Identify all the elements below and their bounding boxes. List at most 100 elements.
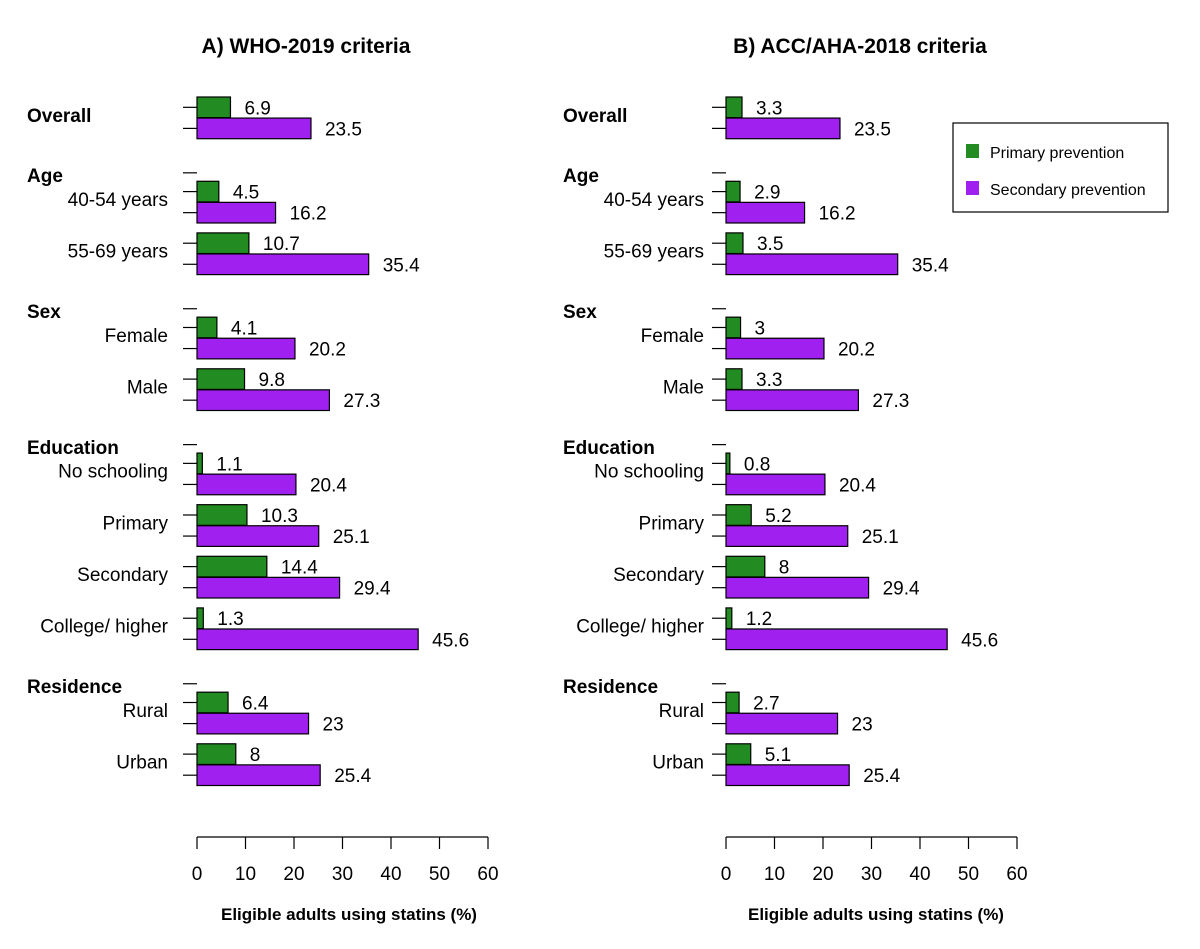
- panel-0-primary-value: 9.8: [259, 370, 285, 391]
- panel-0-x-tick-label: 50: [429, 864, 450, 885]
- panel-1-secondary-value: 20.4: [839, 475, 876, 496]
- panel-0-primary-bar: [196, 691, 229, 714]
- panel-0-primary-bar: [196, 180, 220, 203]
- panel-0-secondary-value: 20.2: [309, 340, 346, 361]
- panel-1-secondary-bar: [725, 201, 806, 224]
- panel-1-x-tick-label: 40: [909, 864, 930, 885]
- panel-0-row-label: 55-69 years: [68, 242, 168, 263]
- panel-0-secondary-value: 35.4: [383, 255, 420, 276]
- panel-1-x-tick-label: 50: [958, 864, 979, 885]
- panel-0-group-label: Age: [27, 166, 63, 187]
- panel-0-row-label: Rural: [123, 701, 168, 722]
- panel-0-secondary-bar: [196, 253, 370, 276]
- panel-0-row-label: Urban: [116, 752, 168, 773]
- panel-1-row-label: Secondary: [613, 565, 704, 586]
- panel-1-x-axis-label: Eligible adults using statins (%): [748, 905, 1004, 924]
- panel-1-secondary-value: 27.3: [872, 391, 909, 412]
- panel-0-group-label: Residence: [27, 677, 122, 698]
- panel-0-primary-value: 8: [250, 745, 261, 766]
- panel-1-primary-value: 0.8: [744, 454, 770, 475]
- panel-0-secondary-value: 45.6: [432, 630, 469, 651]
- panel-1-row-label: 55-69 years: [604, 242, 704, 263]
- panel-1-secondary-bar: [725, 389, 860, 412]
- panel-1-primary-value: 3: [755, 318, 766, 339]
- panel-0-secondary-value: 25.1: [333, 527, 370, 548]
- panel-0-primary-value: 4.1: [231, 318, 257, 339]
- panel-1-secondary-bar: [725, 712, 839, 735]
- panel-1-x-tick-label: 0: [721, 864, 732, 885]
- panel-1-row-label: No schooling: [594, 462, 704, 483]
- panel-0-row-label: 40-54 years: [68, 190, 168, 211]
- panel-1-secondary-bar: [725, 473, 826, 496]
- panel-0-group-label: Education: [27, 438, 119, 459]
- panel-0-secondary-bar: [196, 473, 297, 496]
- panel-0-primary-value: 10.3: [261, 506, 298, 527]
- panel-1-primary-value: 5.2: [765, 506, 791, 527]
- panel-0-group-label: Sex: [27, 302, 61, 323]
- panel-1-primary-bar: [725, 452, 731, 475]
- panel-0-secondary-bar: [196, 525, 320, 547]
- panel-0-primary-bar: [196, 607, 204, 630]
- panel-1-group-label: Overall: [563, 106, 627, 127]
- panel-0-secondary-bar: [196, 201, 277, 224]
- panel-1-secondary-value: 25.4: [863, 766, 900, 787]
- legend-primary-swatch: [966, 144, 979, 158]
- panel-0-secondary-bar: [196, 389, 331, 412]
- panel-1-x-tick-label: 20: [812, 864, 833, 885]
- panel-1-primary-bar: [725, 368, 743, 391]
- panel-1-row-label: Male: [663, 377, 704, 398]
- panel-0-row-label: College/ higher: [40, 617, 168, 638]
- panel-0-x-tick-label: 30: [332, 864, 353, 885]
- panel-1-secondary-value: 16.2: [819, 204, 856, 225]
- panel-1-secondary-value: 20.2: [838, 340, 875, 361]
- panel-0-primary-bar: [196, 504, 248, 526]
- panel-0-x-axis-label: Eligible adults using statins (%): [221, 905, 477, 924]
- panel-0-secondary-value: 23: [323, 715, 344, 736]
- panel-0-title: A) WHO-2019 criteria: [202, 35, 411, 58]
- panel-1-primary-bar: [725, 316, 742, 339]
- panel-1-secondary-value: 45.6: [961, 630, 998, 651]
- panel-1-primary-bar: [725, 180, 741, 203]
- panel-1-secondary-bar: [725, 764, 850, 787]
- panel-0-group-label: Overall: [27, 106, 91, 127]
- panel-0-secondary-bar: [196, 712, 310, 735]
- panel-1-primary-bar: [725, 691, 740, 714]
- panel-1-row-label: Female: [641, 326, 704, 347]
- panel-1-row-label: 40-54 years: [604, 190, 704, 211]
- panel-1-primary-bar: [725, 232, 744, 255]
- panel-0-row-label: Female: [105, 326, 168, 347]
- panel-1-primary-bar: [725, 504, 752, 526]
- panel-0-primary-value: 6.4: [242, 694, 269, 715]
- panel-0-row-label: No schooling: [58, 462, 168, 483]
- panel-0-secondary-bar: [196, 764, 321, 787]
- panel-1-x-tick-label: 30: [861, 864, 882, 885]
- panel-0-x-tick-label: 40: [380, 864, 401, 885]
- panel-1-primary-bar: [725, 96, 743, 119]
- panel-1-row-label: Primary: [639, 513, 705, 534]
- panel-1-secondary-value: 23: [852, 715, 873, 736]
- panel-1-x-tick-label: 10: [764, 864, 785, 885]
- panel-0-primary-value: 1.3: [217, 609, 243, 630]
- panel-1-secondary-bar: [725, 576, 870, 599]
- panel-1-group-label: Education: [563, 438, 655, 459]
- panel-0-primary-bar: [196, 316, 218, 339]
- panel-0-primary-value: 14.4: [281, 558, 318, 579]
- panel-0-x-tick-label: 60: [477, 864, 498, 885]
- panel-0-row-label: Primary: [103, 513, 169, 534]
- panel-0-primary-value: 4.5: [233, 183, 259, 204]
- panel-0-primary-bar: [196, 743, 237, 766]
- panel-1-x-tick-label: 60: [1006, 864, 1027, 885]
- panel-0-secondary-value: 23.5: [325, 119, 362, 140]
- panel-1-primary-value: 3.3: [756, 370, 782, 391]
- panel-0-secondary-bar: [196, 117, 312, 140]
- panel-0-primary-value: 6.9: [244, 98, 270, 119]
- legend-primary-label: Primary prevention: [990, 145, 1124, 162]
- panel-1-primary-bar: [725, 743, 752, 766]
- panel-0-x-tick-label: 0: [192, 864, 203, 885]
- panel-0-secondary-value: 27.3: [343, 391, 380, 412]
- panel-0-primary-bar: [196, 368, 246, 391]
- panel-0-row-label: Secondary: [77, 565, 168, 586]
- panel-1-primary-value: 1.2: [746, 609, 772, 630]
- panel-0-primary-value: 10.7: [263, 234, 300, 255]
- panel-0-secondary-value: 29.4: [354, 579, 391, 600]
